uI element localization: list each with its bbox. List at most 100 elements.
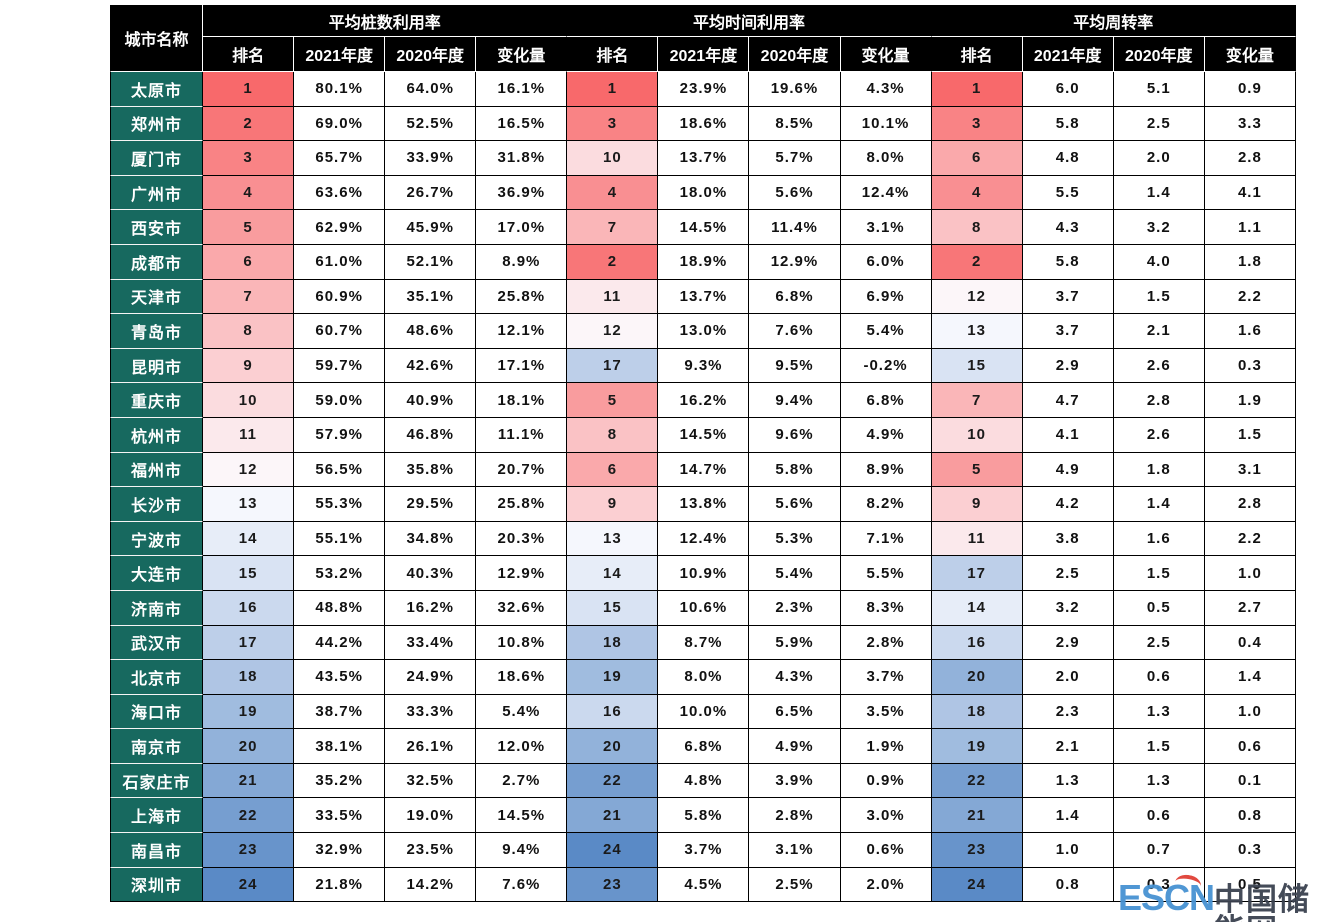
table-header: 城市名称 平均桩数利用率 平均时间利用率 平均周转率 排名 2021年度 202…	[110, 5, 1296, 72]
turnover-rank-cell: 20	[931, 660, 1023, 695]
pile-rank-cell: 3	[203, 141, 295, 176]
time-2020-cell: 12.9%	[749, 244, 841, 280]
time-2021-cell: 14.7%	[658, 452, 750, 488]
turnover-rank-cell: 7	[931, 383, 1023, 418]
time-rank-cell: 17	[567, 348, 659, 384]
time-rank-cell: 16	[567, 694, 659, 730]
group-header-row: 城市名称 平均桩数利用率 平均时间利用率 平均周转率	[110, 5, 1296, 72]
time-rank-cell: 11	[567, 279, 659, 315]
time-2020-cell: 2.5%	[749, 867, 841, 903]
turnover-change-cell: 1.5	[1204, 417, 1296, 453]
time-2020-cell: 5.9%	[749, 625, 841, 661]
city-cell: 海口市	[110, 694, 204, 730]
turnover-2020-cell: 2.8	[1113, 383, 1205, 418]
pile-2021-cell: 59.7%	[294, 348, 386, 384]
table-row: 大连市 15 53.2% 40.3% 12.9% 14 10.9% 5.4% 5…	[110, 556, 1296, 591]
turnover-2020-cell: 1.5	[1113, 556, 1205, 591]
pile-rank-cell: 13	[203, 487, 295, 522]
turnover-2021-cell: 2.1	[1022, 729, 1114, 764]
pile-rank-cell: 8	[203, 314, 295, 349]
turnover-change-cell: 1.1	[1204, 210, 1296, 245]
pile-rank-cell: 23	[203, 833, 295, 868]
turnover-change-cell: 1.9	[1204, 383, 1296, 418]
time-change-cell: 8.2%	[840, 487, 932, 522]
turnover-2021-cell: 3.7	[1022, 279, 1114, 315]
table-row: 广州市 4 63.6% 26.7% 36.9% 4 18.0% 5.6% 12.…	[110, 175, 1296, 211]
pile-2021-cell: 21.8%	[294, 867, 386, 903]
group-header-time-utilization: 平均时间利用率	[567, 5, 932, 37]
time-change-cell: 2.0%	[840, 867, 932, 903]
time-2021-cell: 13.8%	[658, 487, 750, 522]
turnover-change-cell: 0.3	[1204, 833, 1296, 868]
pile-2021-header: 2021年度	[294, 37, 386, 72]
city-cell: 石家庄市	[110, 763, 204, 799]
time-2020-cell: 9.5%	[749, 348, 841, 384]
time-2021-cell: 9.3%	[658, 348, 750, 384]
pile-change-cell: 25.8%	[476, 487, 568, 522]
time-2021-cell: 10.9%	[658, 556, 750, 591]
time-rank-cell: 10	[567, 141, 659, 176]
turnover-2021-cell: 1.0	[1022, 833, 1114, 868]
time-rank-cell: 22	[567, 763, 659, 799]
time-2021-cell: 10.6%	[658, 590, 750, 626]
time-2021-cell: 13.7%	[658, 279, 750, 315]
turnover-2020-cell: 1.4	[1113, 487, 1205, 522]
time-2020-cell: 9.6%	[749, 417, 841, 453]
turnover-2020-cell: 2.5	[1113, 625, 1205, 661]
time-change-cell: 2.8%	[840, 625, 932, 661]
pile-change-cell: 17.1%	[476, 348, 568, 384]
time-2021-cell: 10.0%	[658, 694, 750, 730]
pile-change-cell: 18.6%	[476, 660, 568, 695]
turnover-change-cell: 2.2	[1204, 521, 1296, 557]
pile-2021-cell: 69.0%	[294, 106, 386, 142]
time-2020-cell: 3.1%	[749, 833, 841, 868]
time-rank-cell: 4	[567, 175, 659, 211]
pile-change-cell: 25.8%	[476, 279, 568, 315]
turnover-change-cell: 2.7	[1204, 590, 1296, 626]
table-row: 南京市 20 38.1% 26.1% 12.0% 20 6.8% 4.9% 1.…	[110, 729, 1296, 764]
city-cell: 厦门市	[110, 141, 204, 176]
time-change-cell: 5.5%	[840, 556, 932, 591]
time-2021-cell: 14.5%	[658, 417, 750, 453]
turnover-2021-cell: 2.3	[1022, 694, 1114, 730]
table-row: 石家庄市 21 35.2% 32.5% 2.7% 22 4.8% 3.9% 0.…	[110, 763, 1296, 799]
turnover-rank-cell: 16	[931, 625, 1023, 661]
pile-2020-cell: 52.1%	[385, 244, 477, 280]
group-header-pile-utilization: 平均桩数利用率	[203, 5, 568, 37]
turnover-rank-cell: 21	[931, 798, 1023, 834]
time-change-cell: 3.1%	[840, 210, 932, 245]
pile-2020-cell: 35.8%	[385, 452, 477, 488]
table-row: 长沙市 13 55.3% 29.5% 25.8% 9 13.8% 5.6% 8.…	[110, 487, 1296, 522]
turnover-change-cell: 2.8	[1204, 141, 1296, 176]
pile-2020-cell: 64.0%	[385, 72, 477, 107]
pile-2021-cell: 48.8%	[294, 590, 386, 626]
turnover-2021-cell: 2.5	[1022, 556, 1114, 591]
table-row: 上海市 22 33.5% 19.0% 14.5% 21 5.8% 2.8% 3.…	[110, 798, 1296, 834]
time-rank-cell: 5	[567, 383, 659, 418]
pile-2020-cell: 14.2%	[385, 867, 477, 903]
city-cell: 太原市	[110, 72, 204, 107]
turnover-2020-cell: 2.5	[1113, 106, 1205, 142]
pile-rank-cell: 20	[203, 729, 295, 764]
pile-2021-cell: 57.9%	[294, 417, 386, 453]
turnover-change-cell: 1.4	[1204, 660, 1296, 695]
table-row: 北京市 18 43.5% 24.9% 18.6% 19 8.0% 4.3% 3.…	[110, 660, 1296, 695]
turnover-change-cell: 3.3	[1204, 106, 1296, 142]
turnover-2021-cell: 4.8	[1022, 141, 1114, 176]
time-2021-cell: 8.7%	[658, 625, 750, 661]
pile-2020-cell: 52.5%	[385, 106, 477, 142]
time-rank-header: 排名	[567, 37, 659, 72]
turnover-change-cell: 4.1	[1204, 175, 1296, 211]
turnover-rank-header: 排名	[931, 37, 1023, 72]
pile-change-cell: 12.1%	[476, 314, 568, 349]
pile-rank-cell: 17	[203, 625, 295, 661]
ranking-table: 城市名称 平均桩数利用率 平均时间利用率 平均周转率 排名 2021年度 202…	[110, 5, 1296, 903]
turnover-2020-cell: 0.5	[1113, 590, 1205, 626]
city-cell: 天津市	[110, 279, 204, 315]
pile-rank-cell: 6	[203, 244, 295, 280]
pile-2021-cell: 60.7%	[294, 314, 386, 349]
time-2021-cell: 4.8%	[658, 763, 750, 799]
time-2020-cell: 3.9%	[749, 763, 841, 799]
table-row: 深圳市 24 21.8% 14.2% 7.6% 23 4.5% 2.5% 2.0…	[110, 867, 1296, 903]
time-rank-cell: 2	[567, 244, 659, 280]
